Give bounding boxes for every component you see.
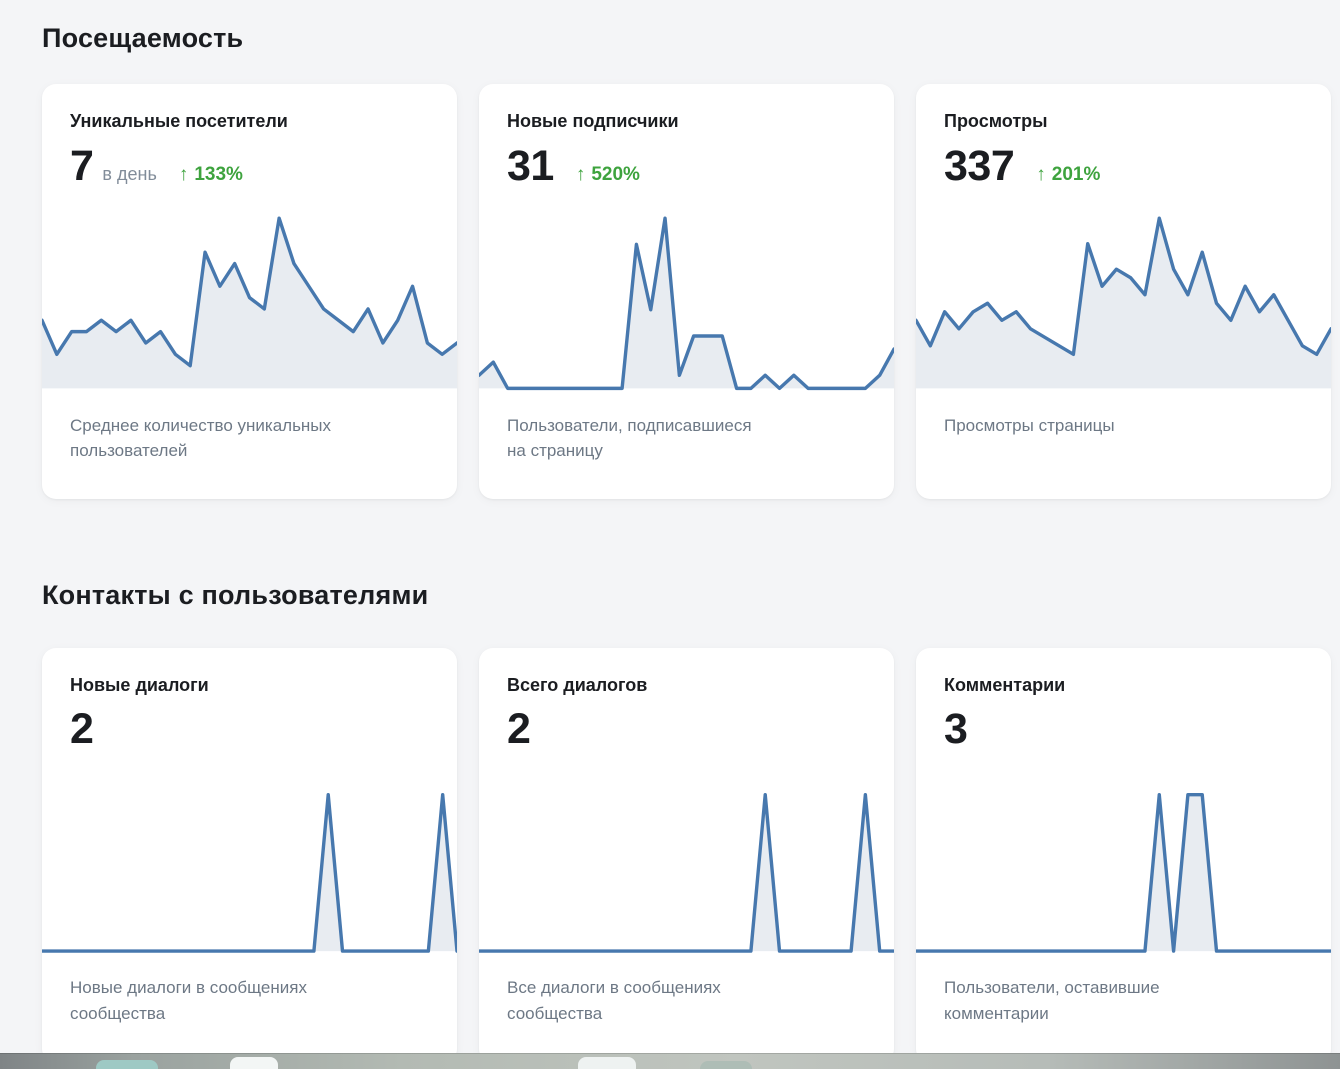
new-dialogs-sparkline [42, 789, 457, 959]
delta-value: 201% [1051, 163, 1101, 185]
traffic-cards-row: Уникальные посетители 7 в день ↑ 133% Сре… [42, 84, 1331, 500]
new-subscribers-sparkline [479, 212, 894, 397]
metric-value: 337 [944, 141, 1015, 190]
card-title: Всего диалогов [507, 674, 648, 695]
card-title: Просмотры [944, 111, 1048, 132]
metric-value: 3 [944, 705, 968, 754]
dock-icon[interactable] [230, 1057, 278, 1069]
card-comments: Комментарии 3 Пользователи, оставившие к… [916, 647, 1331, 1063]
metric-delta: ↑ 133% [179, 164, 243, 186]
card-new-dialogs: Новые диалоги 2 Новые диалоги в сообщени… [42, 647, 457, 1063]
section-traffic: Посещаемость Уникальные посетители 7 в д… [42, 22, 1331, 500]
card-caption: Новые диалоги в сообщениях сообщества [70, 978, 307, 1023]
total-dialogs-sparkline [479, 789, 894, 959]
card-unique-visitors: Уникальные посетители 7 в день ↑ 133% Сре… [42, 84, 457, 500]
up-arrow-icon: ↑ [1036, 163, 1046, 185]
card-total-dialogs: Всего диалогов 2 Все диалоги в сообщения… [479, 647, 894, 1063]
contacts-cards-row: Новые диалоги 2 Новые диалоги в сообщени… [42, 647, 1331, 1063]
card-caption: Среднее количество уникальных пользовате… [70, 415, 332, 461]
card-title: Уникальные посетители [70, 111, 288, 132]
metric-unit: в день [102, 163, 157, 184]
section-contacts-title: Контакты с пользователями [42, 580, 429, 611]
unique-visitors-sparkline [42, 212, 457, 397]
metric-value: 2 [70, 705, 94, 754]
metric-value: 31 [507, 141, 554, 190]
metric-value: 2 [507, 705, 531, 754]
metric-delta: ↑ 201% [1036, 164, 1100, 186]
card-new-subscribers: Новые подписчики 31 ↑ 520% Пользователи, … [479, 84, 894, 500]
dock-icon[interactable] [96, 1060, 158, 1069]
metric-row: 337 ↑ 201% [944, 141, 1303, 190]
up-arrow-icon: ↑ [178, 163, 189, 185]
card-caption: Просмотры страницы [944, 415, 1115, 435]
card-caption: Пользователи, подписавшиеся на страницу [507, 415, 752, 461]
section-traffic-title: Посещаемость [42, 23, 244, 53]
views-sparkline [916, 212, 1331, 397]
dock[interactable] [0, 1053, 1340, 1069]
card-title: Новые диалоги [70, 674, 209, 695]
up-arrow-icon: ↑ [575, 163, 586, 185]
metric-row: 31 ↑ 520% [507, 141, 866, 190]
card-caption: Пользователи, оставившие комментарии [944, 978, 1160, 1023]
card-title: Новые подписчики [507, 111, 679, 132]
metric-delta: ↑ 520% [576, 164, 640, 186]
dock-icon[interactable] [578, 1057, 636, 1069]
card-title: Комментарии [944, 674, 1066, 695]
card-caption: Все диалоги в сообщениях сообщества [507, 978, 721, 1023]
card-views: Просмотры 337 ↑ 201% Просмотры страницы [916, 84, 1331, 500]
metric-row: 2 [507, 708, 866, 751]
dock-icon[interactable] [700, 1061, 752, 1069]
delta-value: 520% [591, 163, 640, 185]
metric-row: 3 [944, 708, 1303, 751]
comments-sparkline [916, 789, 1331, 959]
metric-row: 7 в день ↑ 133% [70, 141, 429, 190]
metric-row: 2 [70, 708, 429, 751]
delta-value: 133% [194, 163, 243, 185]
metric-value: 7 [70, 141, 94, 190]
section-contacts: Контакты с пользователями Новые диалоги … [42, 579, 1331, 1063]
